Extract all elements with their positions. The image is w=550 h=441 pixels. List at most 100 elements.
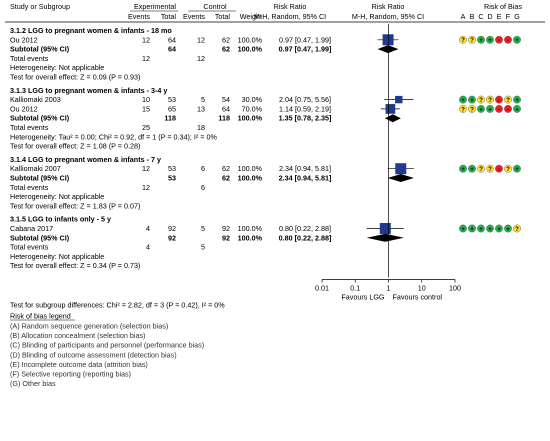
header-rr-sub: M-H, Random, 95% CI	[254, 12, 326, 21]
rob-symbol: -	[498, 106, 500, 113]
x-tick-label: 0.01	[315, 284, 329, 293]
exp-events: 4	[146, 224, 150, 233]
subgroup-title: 3.1.3 LGG to pregnant women & infants - …	[10, 86, 167, 95]
rob-dot	[468, 105, 476, 113]
rob-dot	[504, 35, 512, 44]
ctrl-events: 5	[201, 95, 205, 104]
rob-symbol: +	[515, 106, 519, 113]
header-rob-letter: E	[497, 12, 502, 21]
header-exp-total: Total	[161, 12, 177, 21]
rob-dot	[468, 95, 476, 104]
ctrl-total: 64	[222, 104, 230, 113]
rob-legend-item: (C) Blinding of participants and personn…	[10, 341, 204, 350]
total-events-label: Total events	[10, 54, 49, 63]
subtotal-exp-total: 92	[168, 233, 176, 242]
header-exp-events: Events	[128, 12, 150, 21]
overall-effect: Test for overall effect: Z = 1.83 (P = 0…	[10, 201, 140, 210]
rob-dot	[477, 95, 485, 104]
rob-symbol: ?	[479, 166, 483, 173]
exp-total: 53	[168, 164, 176, 173]
subtotal-diamond	[387, 174, 414, 182]
subtotal-ci: 1.35 [0.78, 2.35]	[279, 114, 332, 123]
subgroup-test: Test for subgroup differences: Chi² = 2.…	[10, 301, 225, 310]
subtotal-label: Subtotal (95% CI)	[10, 114, 70, 123]
rob-dot	[504, 95, 512, 104]
study-ci: 2.04 [0.75, 5.56]	[279, 95, 331, 104]
x-tick-label: 10	[418, 284, 426, 293]
rob-dot	[468, 164, 476, 173]
rob-symbol: +	[515, 97, 519, 104]
subtotal-diamond	[377, 45, 399, 54]
subtotal-weight: 100.0%	[238, 45, 263, 54]
rob-symbol: +	[488, 106, 492, 113]
favours-left: Favours LGG	[341, 293, 385, 302]
rob-symbol: ?	[461, 106, 465, 113]
total-events-label: Total events	[10, 123, 49, 132]
rob-legend-item: (B) Allocation concealment (selection bi…	[10, 331, 145, 340]
rob-symbol: ?	[470, 37, 474, 44]
header-rob-letter: B	[470, 12, 475, 21]
header-rr-title-plot: Risk Ratio	[372, 2, 405, 11]
rob-dot	[504, 164, 512, 173]
subtotal-ctrl-total: 92	[222, 233, 230, 242]
rob-symbol: ?	[506, 97, 510, 104]
rob-dot	[495, 95, 503, 104]
rob-legend-letter: (G)	[10, 379, 22, 388]
rob-legend-letter: (B)	[10, 331, 21, 340]
ctrl-events: 13	[197, 104, 205, 113]
study-name: Cabana 2017	[10, 224, 53, 233]
rob-symbol: ?	[515, 226, 519, 233]
total-events-label: Total events	[10, 183, 49, 192]
rob-legend-text: Random sequence generation (selection bi…	[22, 322, 169, 331]
subtotal-label: Subtotal (95% CI)	[10, 45, 70, 54]
overall-effect: Test for overall effect: Z = 0.34 (P = 0…	[10, 261, 140, 270]
rob-legend-letter: (A)	[10, 322, 22, 331]
x-tick-label: 0.1	[350, 284, 360, 293]
header-rob-letter: D	[487, 12, 492, 21]
rob-symbol: ?	[488, 166, 492, 173]
rob-dot	[459, 164, 467, 173]
rob-dot	[477, 224, 485, 233]
study-ci: 0.80 [0.22, 2.88]	[279, 224, 331, 233]
x-tick-label: 1	[387, 284, 391, 293]
rob-dot	[486, 95, 494, 104]
rob-dot	[504, 105, 512, 113]
subtotal-weight: 100.0%	[238, 114, 263, 123]
rob-dot	[513, 35, 521, 44]
subtotal-exp-total: 53	[168, 174, 176, 183]
header-rr-title: Risk Ratio	[274, 2, 307, 11]
rob-dot	[495, 164, 503, 173]
rob-dot	[495, 224, 503, 233]
subtotal-exp-total: 64	[168, 45, 176, 54]
rob-symbol: +	[488, 226, 492, 233]
total-events-ctrl: 6	[201, 183, 205, 192]
rob-symbol: ?	[506, 166, 510, 173]
study-ci: 1.14 [0.59, 2.19]	[279, 104, 331, 113]
rob-dot	[477, 35, 485, 44]
rob-dot	[513, 105, 521, 113]
ctrl-events: 12	[197, 35, 205, 44]
study-name: Kalliomaki 2007	[10, 164, 61, 173]
rob-dot	[468, 224, 476, 233]
rob-legend-title: Risk of bias legend	[10, 312, 71, 321]
rob-legend-item: (E) Incomplete outcome data (attrition b…	[10, 360, 148, 369]
study-ci: 0.97 [0.47, 1.99]	[279, 35, 331, 44]
subgroup-title: 3.1.2 LGG to pregnant women & infants - …	[10, 26, 172, 35]
header-ctrl-events: Events	[183, 12, 205, 21]
rob-legend-text: Blinding of participants and personnel (…	[22, 341, 204, 350]
exp-events: 12	[142, 35, 150, 44]
rob-legend-text: Other bias	[22, 379, 56, 388]
favours-right: Favours control	[393, 293, 443, 302]
exp-total: 65	[168, 104, 176, 113]
rob-symbol: -	[498, 37, 500, 44]
study-ci: 2.34 [0.94, 5.81]	[279, 164, 331, 173]
rob-symbol: -	[498, 166, 500, 173]
subgroup-title: 3.1.4 LGG to pregnant women & infants - …	[10, 155, 161, 164]
ctrl-total: 62	[222, 35, 230, 44]
exp-events: 12	[142, 164, 150, 173]
rob-dot	[477, 105, 485, 113]
rob-legend-item: (F) Selective reporting (reporting bias)	[10, 370, 131, 379]
rob-legend-letter: (C)	[10, 341, 22, 350]
ctrl-events: 6	[201, 164, 205, 173]
